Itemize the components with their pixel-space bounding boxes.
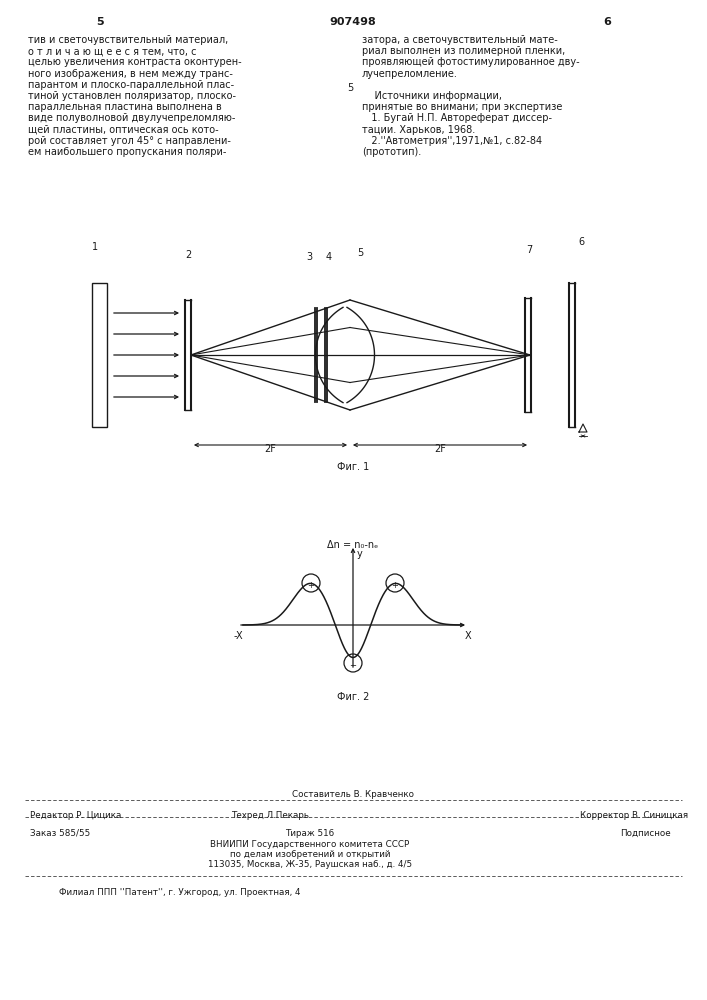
Text: 3: 3 <box>306 252 312 262</box>
Text: Составитель В. Кравченко: Составитель В. Кравченко <box>292 790 414 799</box>
Text: X: X <box>464 631 472 641</box>
Text: Тираж 516: Тираж 516 <box>286 829 334 838</box>
Text: 6: 6 <box>603 17 611 27</box>
Text: о т л и ч а ю щ е е с я тем, что, с: о т л и ч а ю щ е е с я тем, что, с <box>28 46 197 56</box>
Text: +: + <box>392 582 399 590</box>
Text: 5: 5 <box>347 83 354 93</box>
Text: Редактор Р. Цицика: Редактор Р. Цицика <box>30 811 122 820</box>
Text: Корректор В. Синицкая: Корректор В. Синицкая <box>580 811 688 820</box>
Text: Заказ 585/55: Заказ 585/55 <box>30 829 90 838</box>
Text: по делам изобретений и открытий: по делам изобретений и открытий <box>230 850 390 859</box>
Text: 7: 7 <box>526 245 532 255</box>
Text: Техред Л.Пекарь: Техред Л.Пекарь <box>231 811 309 820</box>
Text: затора, а светочувствительный мате-: затора, а светочувствительный мате- <box>362 35 558 45</box>
Text: ВНИИПИ Государственного комитета СССР: ВНИИПИ Государственного комитета СССР <box>211 840 409 849</box>
Text: тив и светочувствительный материал,: тив и светочувствительный материал, <box>28 35 228 45</box>
Text: 5: 5 <box>96 17 104 27</box>
Text: 2F: 2F <box>434 444 446 454</box>
Text: 2.''Автометрия'',1971,№1, с.82-84: 2.''Автометрия'',1971,№1, с.82-84 <box>362 136 542 146</box>
Text: проявляющей фотостимулированное дву-: проявляющей фотостимулированное дву- <box>362 57 580 67</box>
Text: параллельная пластина выполнена в: параллельная пластина выполнена в <box>28 102 222 112</box>
Text: ного изображения, в нем между транс-: ного изображения, в нем между транс- <box>28 69 233 79</box>
Text: −: − <box>349 662 356 670</box>
Text: тиной установлен поляризатор, плоско-: тиной установлен поляризатор, плоско- <box>28 91 236 101</box>
Text: ем наибольшего пропускания поляри-: ем наибольшего пропускания поляри- <box>28 147 226 157</box>
Text: 2F: 2F <box>264 444 276 454</box>
Text: 2: 2 <box>185 250 192 260</box>
Text: виде полуволновой двулучепреломляю-: виде полуволновой двулучепреломляю- <box>28 113 235 123</box>
Text: щей пластины, оптическая ось кото-: щей пластины, оптическая ось кото- <box>28 125 218 135</box>
Text: тации. Харьков, 1968.: тации. Харьков, 1968. <box>362 125 475 135</box>
Text: риал выполнен из полимерной пленки,: риал выполнен из полимерной пленки, <box>362 46 566 56</box>
Text: Источники информации,: Источники информации, <box>362 91 502 101</box>
Text: рой составляет угол 45° с направлени-: рой составляет угол 45° с направлени- <box>28 136 231 146</box>
Text: +: + <box>308 582 315 590</box>
Text: 907498: 907498 <box>329 17 376 27</box>
Text: y: y <box>357 549 363 559</box>
Text: 4: 4 <box>326 252 332 262</box>
Text: Фиг. 2: Фиг. 2 <box>337 692 369 702</box>
Text: Филиал ППП ''Патент'', г. Ужгород, ул. Проектная, 4: Филиал ППП ''Патент'', г. Ужгород, ул. П… <box>59 888 300 897</box>
Text: Фиг. 1: Фиг. 1 <box>337 462 369 472</box>
Text: Δn = n₀-nₑ: Δn = n₀-nₑ <box>327 540 379 550</box>
Text: 1. Бугай Н.П. Автореферат диссер-: 1. Бугай Н.П. Автореферат диссер- <box>362 113 552 123</box>
Text: 113035, Москва, Ж-35, Раушская наб., д. 4/5: 113035, Москва, Ж-35, Раушская наб., д. … <box>208 860 412 869</box>
Text: 5: 5 <box>357 248 363 258</box>
Text: 1: 1 <box>92 242 98 252</box>
Text: принятые во внимани; при экспертизе: принятые во внимани; при экспертизе <box>362 102 562 112</box>
Text: целью увеличения контраста оконтурен-: целью увеличения контраста оконтурен- <box>28 57 242 67</box>
Text: Подписное: Подписное <box>620 829 671 838</box>
Text: -X: -X <box>233 631 243 641</box>
Bar <box>92 283 107 427</box>
Text: (прототип).: (прототип). <box>362 147 421 157</box>
Text: 6: 6 <box>578 237 584 247</box>
Text: парантом и плоско-параллельной плас-: парантом и плоско-параллельной плас- <box>28 80 234 90</box>
Text: лучепреломление.: лучепреломление. <box>362 69 458 79</box>
